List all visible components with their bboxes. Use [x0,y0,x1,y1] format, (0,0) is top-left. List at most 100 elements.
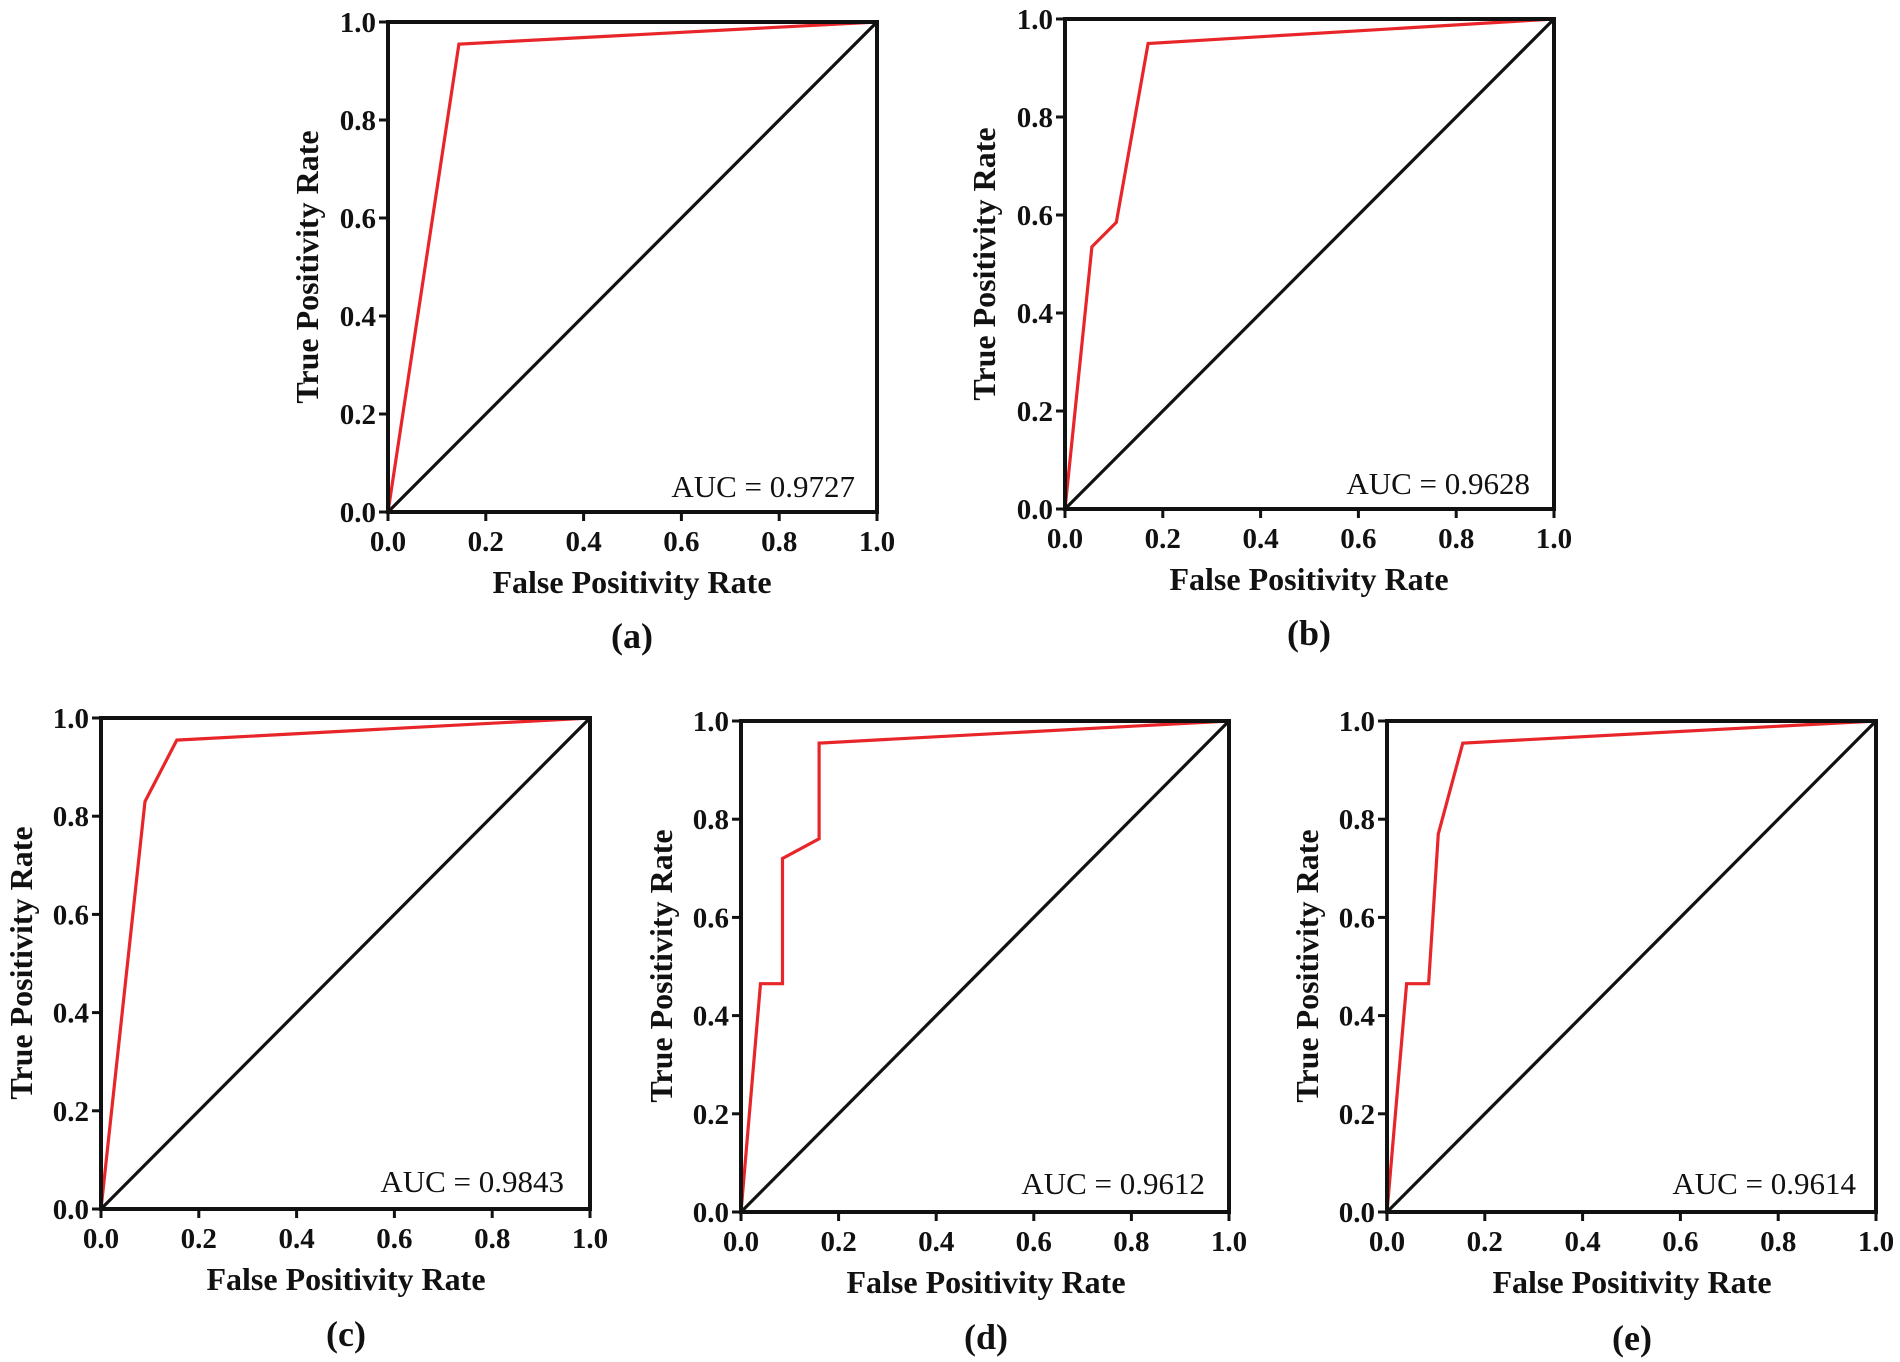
y-tick-label: 0.4 [1339,1001,1375,1033]
plot-frame [386,20,879,514]
y-tick-label: 0.0 [1017,494,1053,526]
y-tick-label: 1.0 [1017,4,1053,36]
chance-diagonal-line [99,716,592,1211]
x-tick-label: 0.6 [663,526,699,558]
plot-frame [1385,719,1878,1214]
y-tick-label: 0.0 [53,1194,89,1226]
y-tick-label: 0.6 [1017,200,1053,232]
chance-diagonal-line [1063,17,1556,511]
y-tick-label: 0.6 [1339,902,1375,934]
x-tick-label: 0.8 [1438,523,1474,555]
x-tick-label: 0.0 [723,1226,759,1258]
y-tick-label: 1.0 [53,703,89,735]
x-tick-label: 0.2 [1145,523,1181,555]
plot-frame [1063,17,1556,511]
y-tick-label: 0.4 [53,998,89,1030]
x-tick-label: 0.0 [83,1223,119,1255]
y-tick-label: 0.6 [53,899,89,931]
y-tick-label: 0.2 [1017,396,1053,428]
x-tick-label: 0.2 [1467,1226,1503,1258]
panel-label: (d) [964,1317,1008,1357]
y-tick-label: 0.2 [340,399,376,431]
auc-annotation: AUC = 0.9727 [671,469,855,504]
y-tick-label: 1.0 [1339,706,1375,738]
plot-frame [99,716,592,1211]
x-tick-label: 0.8 [474,1223,510,1255]
x-tick-label: 1.0 [1536,523,1572,555]
x-tick-label: 0.2 [181,1223,217,1255]
auc-annotation: AUC = 0.9843 [380,1164,564,1199]
y-axis-label: True Positivity Rate [1289,829,1325,1102]
x-tick-label: 0.4 [278,1223,314,1255]
x-tick-label: 1.0 [572,1223,608,1255]
x-tick-label: 0.6 [1662,1226,1698,1258]
y-tick-label: 0.2 [53,1096,89,1128]
x-tick-label: 1.0 [1858,1226,1894,1258]
panel-d: (d) False Positivity Rate True Positivit… [643,706,1247,1357]
y-tick-label: 0.8 [1339,804,1375,836]
x-tick-label: 0.4 [565,526,601,558]
y-tick-label: 0.8 [1017,102,1053,134]
x-tick-label: 0.8 [1760,1226,1796,1258]
x-tick-label: 0.2 [820,1226,856,1258]
chance-diagonal-line [1385,719,1878,1214]
x-axis-label: False Positivity Rate [1169,561,1448,597]
x-tick-label: 0.2 [468,526,504,558]
y-tick-label: 0.2 [1339,1099,1375,1131]
x-tick-label: 0.8 [761,526,797,558]
x-tick-label: 0.8 [1113,1226,1149,1258]
roc-curve-line [1385,719,1877,1213]
y-tick-label: 0.4 [1017,298,1053,330]
y-tick-label: 1.0 [693,706,729,738]
y-axis-label: True Positivity Rate [289,130,325,403]
x-axis-label: False Positivity Rate [1492,1264,1771,1300]
y-tick-label: 0.4 [693,1001,729,1033]
panel-label: (b) [1287,613,1331,653]
panel-e: (e) False Positivity Rate True Positivit… [1289,706,1894,1358]
y-axis-label: True Positivity Rate [3,826,39,1099]
y-tick-label: 0.8 [53,801,89,833]
roc-curve-line [739,719,1230,1213]
y-tick-label: 0.0 [1339,1197,1375,1229]
y-tick-label: 0.8 [340,105,376,137]
y-tick-label: 0.0 [693,1197,729,1229]
x-tick-label: 0.6 [1016,1226,1052,1258]
x-tick-label: 0.6 [376,1223,412,1255]
x-tick-label: 1.0 [859,526,895,558]
roc-curve-line [99,716,591,1210]
panel-label: (e) [1612,1318,1652,1358]
panel-label: (c) [326,1314,366,1354]
plot-frame [739,719,1231,1214]
panel-label: (a) [611,616,653,656]
x-tick-label: 0.0 [1047,523,1083,555]
chance-diagonal-line [739,719,1231,1214]
roc-curve-line [1063,17,1555,510]
auc-annotation: AUC = 0.9612 [1021,1166,1205,1201]
panel-a: (a) False Positivity Rate True Positivit… [289,7,895,656]
y-tick-label: 0.8 [693,804,729,836]
auc-annotation: AUC = 0.9614 [1672,1166,1856,1201]
chance-diagonal-line [386,20,879,514]
y-tick-label: 1.0 [340,7,376,39]
y-axis-label: True Positivity Rate [966,127,1002,400]
x-tick-label: 0.0 [1369,1226,1405,1258]
y-tick-label: 0.0 [340,497,376,529]
y-tick-label: 0.6 [693,902,729,934]
x-tick-label: 0.6 [1340,523,1376,555]
x-tick-label: 0.4 [918,1226,954,1258]
x-tick-label: 0.4 [1564,1226,1600,1258]
y-axis-label: True Positivity Rate [643,829,679,1102]
x-axis-label: False Positivity Rate [206,1261,485,1297]
panel-b: (b) False Positivity Rate True Positivit… [966,4,1572,653]
x-axis-label: False Positivity Rate [492,564,771,600]
y-tick-label: 0.4 [340,301,376,333]
x-tick-label: 1.0 [1211,1226,1247,1258]
roc-curve-line [386,20,878,513]
y-tick-label: 0.6 [340,203,376,235]
panel-c: (c) False Positivity Rate True Positivit… [3,703,608,1354]
auc-annotation: AUC = 0.9628 [1346,466,1530,501]
y-tick-label: 0.2 [693,1099,729,1131]
x-axis-label: False Positivity Rate [846,1264,1125,1300]
x-tick-label: 0.0 [370,526,406,558]
